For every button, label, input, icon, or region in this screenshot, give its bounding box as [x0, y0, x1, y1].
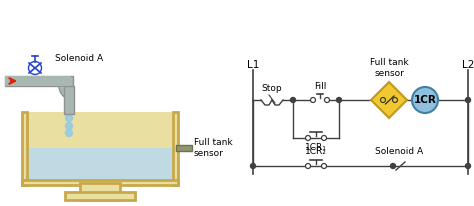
Polygon shape	[59, 86, 73, 100]
Circle shape	[321, 164, 327, 169]
Bar	[5, 76, 71, 86]
Bar	[22, 180, 178, 185]
Circle shape	[465, 164, 471, 169]
Bar	[176, 145, 192, 151]
Circle shape	[65, 123, 73, 130]
Circle shape	[291, 97, 295, 103]
Circle shape	[250, 164, 255, 169]
Polygon shape	[371, 82, 407, 118]
Text: Full tank
sensor: Full tank sensor	[370, 58, 408, 78]
Circle shape	[325, 97, 329, 103]
Bar	[64, 86, 74, 114]
Text: 1CR₁: 1CR₁	[305, 144, 327, 152]
Circle shape	[306, 136, 310, 140]
Text: 1CR: 1CR	[413, 95, 437, 105]
Bar	[22, 112, 27, 185]
Bar	[80, 183, 120, 200]
Circle shape	[321, 136, 327, 140]
Text: Stop: Stop	[262, 83, 283, 92]
Bar	[65, 192, 135, 200]
Circle shape	[65, 130, 73, 137]
Bar	[26, 148, 174, 181]
Circle shape	[310, 97, 316, 103]
Bar	[24, 112, 176, 183]
Text: Fill: Fill	[314, 82, 326, 90]
Circle shape	[65, 115, 73, 122]
Circle shape	[412, 87, 438, 113]
Text: L2: L2	[462, 60, 474, 70]
Text: L1: L1	[247, 60, 259, 70]
Circle shape	[391, 164, 395, 169]
Text: 1CR₂: 1CR₂	[305, 147, 327, 157]
Text: Solenoid A: Solenoid A	[375, 147, 423, 157]
Circle shape	[465, 97, 471, 103]
Bar	[5, 76, 73, 86]
Circle shape	[337, 97, 341, 103]
Text: Full tank
sensor: Full tank sensor	[194, 138, 233, 158]
Text: Solenoid A: Solenoid A	[55, 54, 103, 62]
Bar	[173, 112, 178, 185]
Circle shape	[306, 164, 310, 169]
